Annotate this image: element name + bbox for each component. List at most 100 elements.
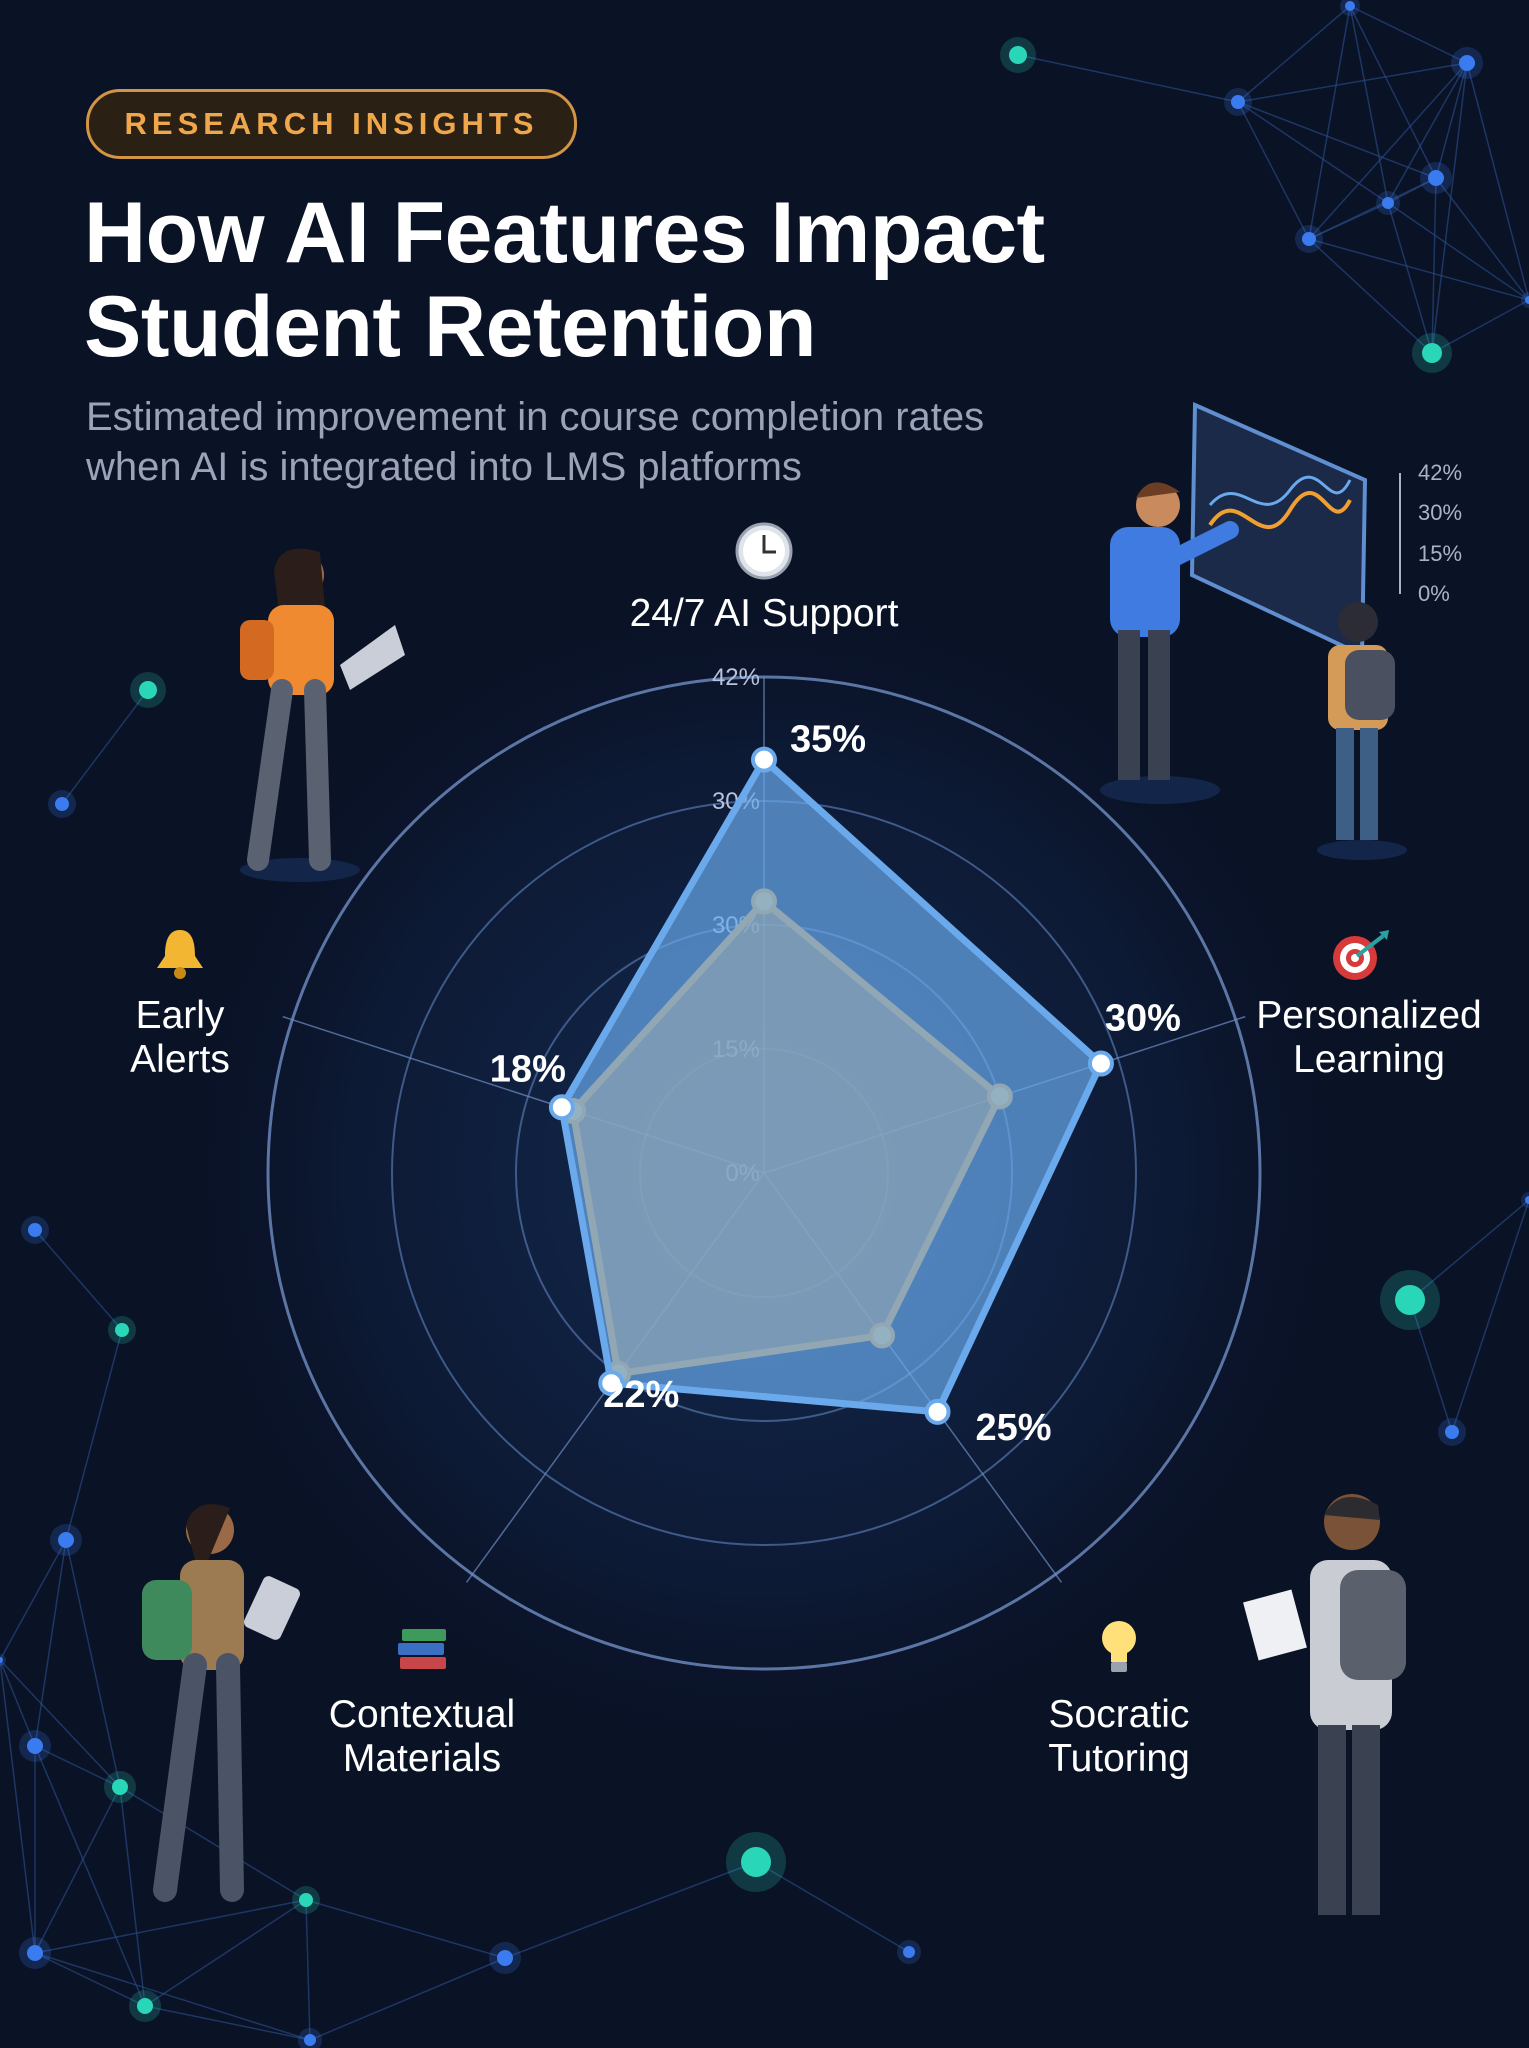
- axis-label-line: Socratic: [1048, 1693, 1190, 1736]
- network-node: [299, 1893, 313, 1907]
- network-node: [1459, 55, 1475, 71]
- network-node: [27, 1945, 43, 1961]
- network-node: [1382, 197, 1394, 209]
- dashboard-tick: 0%: [1418, 581, 1450, 606]
- data-label: 22%: [603, 1374, 679, 1416]
- network-edge: [1349, 5, 1389, 204]
- data-point: [548, 1094, 575, 1121]
- network-edge: [1435, 177, 1529, 301]
- target-icon: [1333, 930, 1389, 980]
- network-edge: [755, 1861, 910, 1953]
- network-node: [1525, 296, 1529, 304]
- axis-label-line: Learning: [1293, 1038, 1445, 1081]
- network-edge: [34, 1229, 123, 1331]
- axis-label-socratic-tutoring: Socratic Tutoring: [1048, 1693, 1190, 1781]
- network-edge: [119, 1786, 146, 2007]
- title-line: Student Retention: [84, 279, 816, 375]
- network-edge: [1387, 62, 1468, 204]
- network-edge: [1466, 62, 1529, 301]
- axis-label-contextual-materials: Contextual Materials: [329, 1693, 515, 1781]
- subtitle-line: Estimated improvement in course completi…: [86, 395, 985, 439]
- books-icon: [398, 1629, 446, 1669]
- network-edge: [305, 1899, 506, 1959]
- page-title: How AI Features Impact Student Retention: [84, 186, 1045, 374]
- network-node: [1445, 1425, 1459, 1439]
- network-edge: [1237, 101, 1437, 179]
- title-line: How AI Features Impact: [84, 185, 1045, 281]
- radial-tick-label: 42%: [712, 664, 760, 691]
- network-edge: [1431, 299, 1529, 354]
- network-edge: [61, 689, 149, 805]
- axis-label-line: Materials: [342, 1737, 502, 1780]
- network-node: [741, 1847, 771, 1877]
- network-edge: [34, 1745, 146, 2007]
- dashboard-tick: 30%: [1418, 500, 1463, 525]
- network-edge: [34, 1952, 311, 2041]
- network-edge: [1409, 1299, 1453, 1433]
- data-point: [751, 746, 777, 773]
- network-edge: [65, 1329, 123, 1541]
- network-edge: [1431, 62, 1468, 354]
- data-label: 18%: [490, 1048, 566, 1090]
- subtitle: Estimated improvement in course completi…: [86, 392, 984, 492]
- network-node: [1428, 170, 1444, 186]
- axis-label-line: Early: [135, 994, 225, 1037]
- clock-icon: [735, 522, 793, 580]
- axis-label-line: Personalized: [1256, 994, 1482, 1037]
- network-edge: [1237, 62, 1468, 103]
- network-edge: [1387, 202, 1433, 354]
- dashboard-tick: 15%: [1418, 541, 1463, 566]
- subtitle-line: when AI is integrated into LMS platforms: [86, 445, 802, 489]
- network-edge: [119, 1786, 307, 1901]
- network-edge: [1237, 101, 1310, 240]
- network-edge: [34, 1899, 307, 1954]
- axis-label-line: Tutoring: [1048, 1737, 1190, 1780]
- axis-label-line: Contextual: [328, 1693, 516, 1736]
- network-node: [112, 1779, 128, 1795]
- network-node: [1302, 232, 1316, 246]
- dashboard-tick: 42%: [1418, 460, 1463, 485]
- data-point: [924, 1398, 951, 1425]
- network-edge: [305, 1899, 311, 2041]
- network-node: [0, 1657, 3, 1663]
- network-edge: [1387, 202, 1529, 301]
- network-node: [1009, 46, 1027, 64]
- lightbulb-icon: [1102, 1621, 1136, 1672]
- network-node: [497, 1950, 513, 1966]
- network-edge: [34, 1786, 121, 1954]
- network-node: [1231, 95, 1245, 109]
- network-edge: [1308, 238, 1433, 354]
- data-label: 25%: [976, 1407, 1052, 1449]
- network-node: [27, 1738, 43, 1754]
- network-node: [58, 1532, 74, 1548]
- series-area-with-ai: [558, 756, 1105, 1416]
- axis-label-early-alerts: Early Alerts: [130, 994, 230, 1082]
- network-edge: [144, 1899, 307, 2007]
- network-edge: [0, 1539, 67, 1661]
- network-edge: [34, 1952, 146, 2007]
- network-node: [137, 1998, 153, 2014]
- network-edge: [309, 1957, 506, 2041]
- network-node: [1525, 1196, 1529, 1204]
- axis-label-ai-support: 24/7 AI Support: [630, 592, 899, 636]
- network-edge: [0, 1659, 36, 1954]
- bell-icon: [157, 930, 203, 979]
- network-edge: [1349, 5, 1468, 64]
- network-edge: [1308, 202, 1389, 240]
- network-edge: [1409, 1199, 1529, 1301]
- axis-label-personalized-learning: Personalized Learning: [1256, 994, 1481, 1082]
- data-point: [598, 1370, 625, 1397]
- network-edge: [1308, 238, 1529, 301]
- network-node: [55, 797, 69, 811]
- data-point: [1087, 1050, 1114, 1077]
- network-node: [1345, 1, 1355, 11]
- network-edge: [1308, 5, 1351, 240]
- network-edge: [1237, 101, 1389, 204]
- network-edge: [144, 2005, 311, 2041]
- network-edge: [1308, 62, 1468, 240]
- network-edge: [1431, 177, 1437, 354]
- data-label: 35%: [790, 719, 866, 761]
- network-node: [304, 2034, 316, 2046]
- network-edge: [1237, 5, 1351, 103]
